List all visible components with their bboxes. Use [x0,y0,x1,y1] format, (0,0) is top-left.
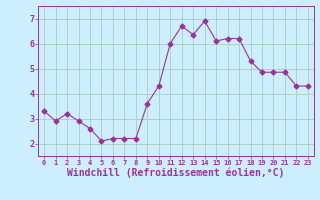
X-axis label: Windchill (Refroidissement éolien,°C): Windchill (Refroidissement éolien,°C) [67,168,285,178]
